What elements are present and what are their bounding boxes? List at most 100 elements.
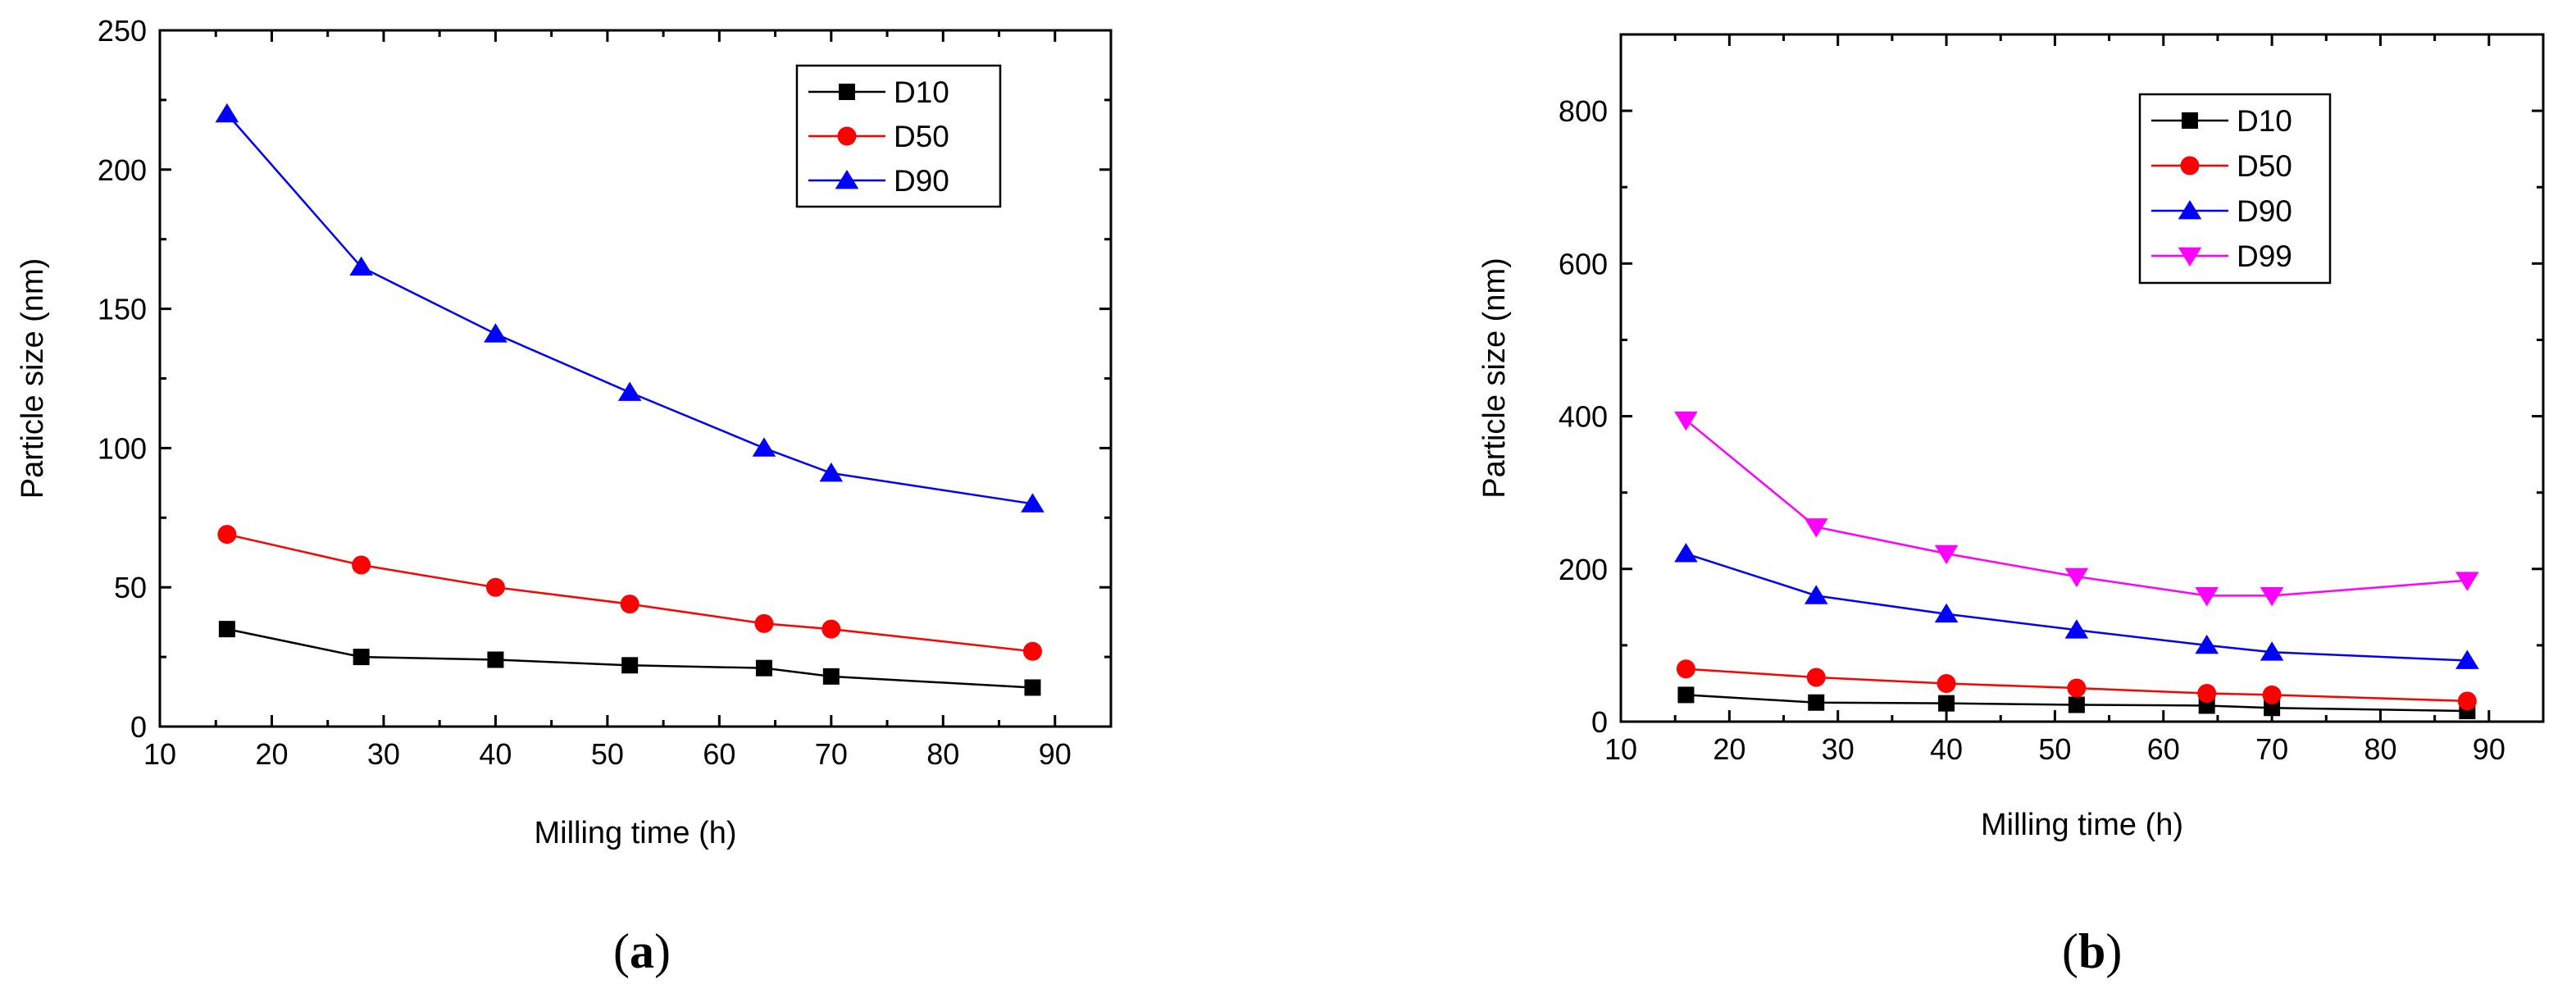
series-d99 (1674, 411, 2479, 607)
data-point-d10 (2068, 696, 2085, 713)
data-point-d10 (353, 649, 370, 666)
data-point-d10 (2264, 700, 2281, 717)
data-point-d99 (2260, 586, 2284, 607)
x-axis-title: Milling time (h) (1981, 808, 2183, 842)
legend-label-d90: D90 (894, 164, 949, 198)
y-tick-label: 250 (98, 14, 147, 48)
data-point-d90 (215, 103, 239, 123)
legend-box (2138, 93, 2332, 285)
y-tick-label: 0 (130, 710, 147, 744)
x-tick-label: 40 (479, 737, 512, 771)
data-point-d10 (621, 657, 639, 674)
legend-marker-d90 (835, 170, 859, 189)
y-tick-label: 100 (98, 431, 147, 465)
x-tick-label: 30 (367, 737, 400, 771)
data-point-d50 (217, 525, 237, 545)
x-tick-label: 50 (2038, 732, 2071, 766)
y-tick-label: 400 (1559, 400, 1608, 434)
x-tick-label: 90 (2473, 732, 2505, 766)
y-axis-title: Particle size (nm) (16, 258, 50, 499)
series-line-d50 (226, 533, 1033, 653)
data-point-d99 (2455, 572, 2479, 591)
y-tick-label: 800 (1559, 94, 1608, 128)
chart-a: 10 20 30 40 50 60 70 80 90 0 50 100 150 200 250 Milling… (16, 14, 1113, 978)
caption-paren-close: ) (654, 924, 671, 978)
legend: D10 D50 D90 D99 (2138, 93, 2332, 285)
data-point-d99 (1934, 545, 1959, 565)
caption-letter: b (2078, 924, 2105, 978)
x-tick-label: 70 (2255, 732, 2288, 766)
legend: D10 D50 D90 (795, 64, 1002, 208)
legend-label-d90: D90 (2237, 194, 2292, 228)
data-point-d90 (349, 256, 373, 276)
data-point-d50 (2067, 678, 2087, 698)
x-tick-label: 70 (815, 737, 848, 771)
x-tick-label: 60 (703, 737, 735, 771)
data-point-d90 (1934, 603, 1959, 623)
y-tick-label: 50 (114, 571, 147, 604)
y-tick-label: 200 (1559, 553, 1608, 586)
series-d50 (1676, 659, 2477, 711)
x-tick-label: 20 (1713, 732, 1745, 766)
legend-label-d50: D50 (894, 120, 949, 153)
data-point-d90 (1804, 585, 1828, 604)
series-d50 (217, 525, 1042, 661)
data-point-d50 (485, 577, 505, 597)
data-point-d50 (1937, 673, 1956, 693)
data-point-d10 (487, 651, 504, 668)
data-point-d10 (1677, 686, 1695, 704)
x-tick-label: 50 (591, 737, 624, 771)
data-point-d50 (2197, 684, 2217, 704)
legend-label-d10: D10 (2237, 104, 2292, 138)
plot-frame (1619, 33, 2545, 723)
caption-letter: a (630, 924, 654, 978)
data-point-d90 (2064, 619, 2089, 639)
data-point-d99 (1804, 518, 1828, 538)
data-point-d90 (1021, 493, 1045, 513)
series-d10 (218, 621, 1041, 696)
caption-paren-open: ( (613, 924, 630, 978)
data-point-d10 (1808, 694, 1825, 711)
data-point-d10 (755, 659, 772, 677)
panel-caption: (b) (2062, 924, 2122, 978)
data-point-d50 (1806, 668, 1826, 687)
data-point-d90 (2260, 641, 2284, 661)
data-point-d90 (819, 462, 844, 482)
panel-caption: (a) (613, 924, 671, 978)
legend-label-d10: D10 (894, 75, 949, 109)
legend-label-d99: D99 (2237, 239, 2292, 273)
legend-label-d50: D50 (2237, 149, 2292, 183)
caption-paren-open: ( (2062, 924, 2078, 978)
data-point-d90 (484, 323, 507, 343)
data-point-d99 (2195, 586, 2219, 607)
data-point-d50 (2457, 691, 2477, 711)
data-point-d99 (2064, 567, 2089, 588)
y-tick-label: 600 (1559, 247, 1608, 280)
data-point-d50 (754, 613, 774, 633)
x-tick-label: 10 (1604, 732, 1637, 766)
legend-marker-d50 (837, 126, 857, 146)
legend-marker-d99 (2178, 247, 2202, 267)
series-d90 (215, 103, 1045, 513)
legend-marker-d10 (2182, 112, 2198, 129)
series-d90 (1674, 543, 2479, 669)
data-point-d50 (821, 619, 841, 639)
data-point-d50 (1022, 641, 1042, 661)
data-point-d99 (1674, 411, 1698, 431)
x-tick-label: 80 (2364, 732, 2396, 766)
data-point-d10 (822, 668, 840, 685)
x-tick-label: 60 (2147, 732, 2180, 766)
legend-marker-d10 (839, 84, 855, 100)
data-point-d10 (1024, 679, 1041, 696)
chart-b: 10 20 30 40 50 60 70 80 90 0 200 400 600 800 Milling t… (1477, 33, 2545, 978)
legend-marker-d90 (2178, 200, 2202, 220)
x-tick-label: 40 (1930, 732, 1963, 766)
data-point-d90 (2195, 634, 2219, 654)
x-axis-title: Milling time (h) (534, 816, 736, 850)
y-tick-label: 0 (1591, 705, 1608, 739)
x-tick-label: 20 (255, 737, 288, 771)
data-point-d10 (218, 621, 235, 638)
data-point-d50 (620, 595, 639, 614)
x-tick-label: 80 (926, 737, 959, 771)
